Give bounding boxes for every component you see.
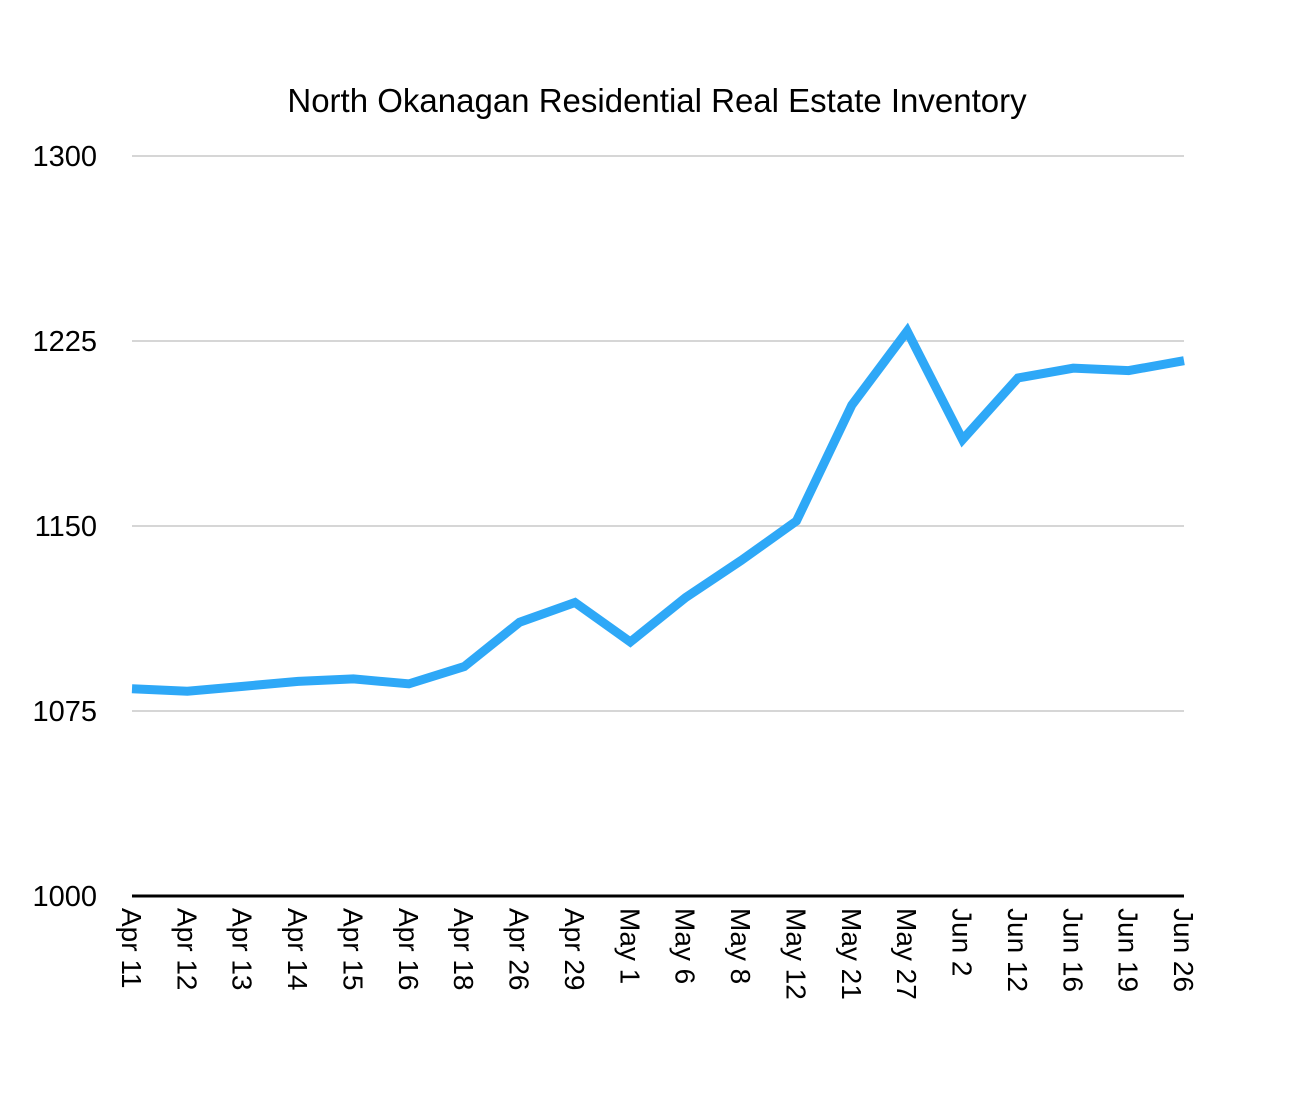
x-tick-label: May 1 (614, 908, 645, 984)
x-tick-label: Jun 2 (947, 908, 978, 977)
x-tick-label: Apr 26 (504, 908, 535, 991)
y-tick-label: 1075 (32, 696, 97, 728)
series-layer (131, 322, 1185, 696)
x-tick-label: May 21 (836, 908, 867, 1000)
x-tick-label: May 8 (725, 908, 756, 984)
series-line (131, 322, 1185, 696)
gridlines (132, 155, 1184, 898)
y-axis-ticks: 1000 1075 1150 1225 1300 (32, 141, 97, 913)
y-tick-label: 1150 (35, 511, 97, 543)
x-tick-label: Apr 11 (116, 908, 147, 988)
x-tick-label: Jun 26 (1168, 908, 1199, 992)
x-tick-label: Apr 18 (448, 908, 479, 991)
x-tick-label: Apr 13 (227, 908, 258, 991)
x-tick-label: Apr 12 (171, 908, 202, 991)
x-tick-label: Apr 15 (337, 908, 368, 991)
x-tick-label: May 27 (891, 908, 922, 1000)
y-tick-label: 1000 (32, 881, 97, 913)
chart-title: North Okanagan Residential Real Estate I… (287, 82, 1027, 119)
x-tick-label: Jun 16 (1057, 908, 1088, 992)
x-tick-label: Jun 19 (1113, 908, 1144, 992)
x-tick-label: Jun 12 (1002, 908, 1033, 992)
x-tick-label: Apr 16 (393, 908, 424, 991)
x-tick-label: Apr 29 (559, 908, 590, 991)
x-axis-ticks: Apr 11 Apr 12 Apr 13 Apr 14 Apr 15 Apr 16 Apr … (116, 908, 1199, 1000)
x-tick-label: May 6 (670, 908, 701, 984)
y-tick-label: 1225 (32, 326, 97, 358)
x-tick-label: Apr 14 (282, 908, 313, 991)
x-tick-label: May 12 (780, 908, 811, 1000)
y-tick-label: 1300 (32, 141, 97, 173)
